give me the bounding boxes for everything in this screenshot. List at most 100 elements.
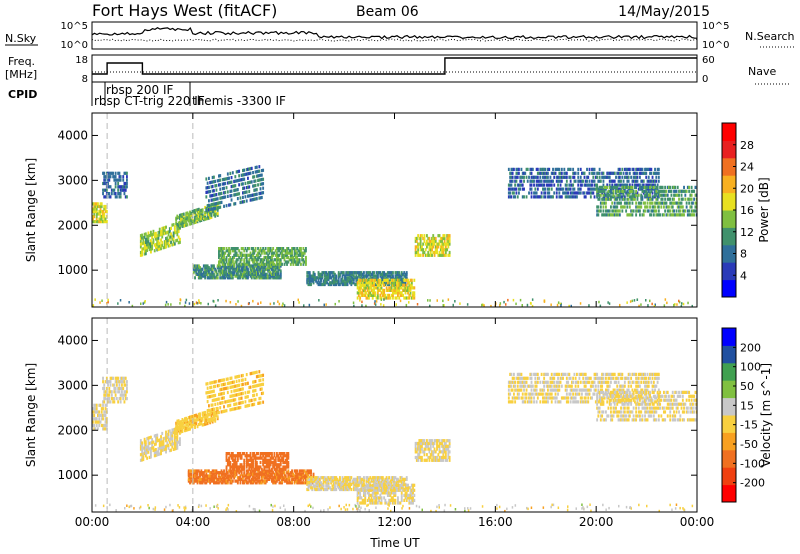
vel-cell xyxy=(254,476,257,480)
power-cell xyxy=(646,193,649,197)
power-cell xyxy=(509,175,512,179)
power-cell xyxy=(429,248,432,252)
vel-cell xyxy=(93,427,96,431)
power-cell xyxy=(252,274,254,278)
power-cell xyxy=(257,266,259,270)
power-cell xyxy=(320,272,322,276)
power-cell xyxy=(639,175,641,179)
vel-cell xyxy=(302,474,305,478)
vel-cell xyxy=(209,395,212,399)
vel-cell xyxy=(163,445,166,449)
vel-cell xyxy=(104,380,107,384)
vel-cell xyxy=(210,417,213,421)
power-near-range-cell xyxy=(666,301,668,305)
power-colorbar-segment xyxy=(722,192,736,211)
power-cell xyxy=(253,179,256,183)
power-cell xyxy=(529,183,532,187)
power-cell xyxy=(586,191,588,195)
power-cell xyxy=(627,213,630,217)
power-cell xyxy=(95,207,98,211)
power-cell xyxy=(626,213,629,217)
power-cell xyxy=(253,251,256,255)
power-cell xyxy=(283,258,286,262)
vel-cell xyxy=(167,429,170,433)
vel-cell xyxy=(211,407,214,411)
vel-cell xyxy=(253,456,256,460)
power-cell xyxy=(552,179,554,183)
power-cell xyxy=(94,204,97,209)
power-cell xyxy=(612,185,615,189)
power-colorbar-tick-label: 24 xyxy=(740,161,754,174)
power-cell xyxy=(438,242,441,246)
power-cell xyxy=(176,223,179,227)
power-cell xyxy=(671,201,674,205)
power-cell xyxy=(305,247,307,251)
power-cell xyxy=(364,281,367,285)
power-cell xyxy=(547,175,549,179)
power-cell xyxy=(236,247,239,251)
power-cell xyxy=(235,271,238,275)
power-cell xyxy=(332,281,335,285)
vel-cell xyxy=(254,388,257,393)
vel-cell xyxy=(107,400,109,404)
power-cell xyxy=(345,271,348,275)
vel-cell xyxy=(160,440,162,444)
power-cell xyxy=(99,217,102,221)
power-cell xyxy=(509,191,512,195)
power-cell xyxy=(518,191,520,195)
vel-cell xyxy=(119,386,122,391)
power-cell xyxy=(225,266,228,270)
power-cell xyxy=(379,286,382,290)
power-cell xyxy=(161,243,164,247)
power-cell xyxy=(568,195,571,199)
power-cell xyxy=(594,187,597,191)
power-cell xyxy=(215,212,218,216)
power-cell xyxy=(245,264,248,268)
power-cell xyxy=(176,233,179,237)
vel-cell xyxy=(248,474,251,478)
power-cell xyxy=(204,269,207,273)
vel-cell xyxy=(250,403,253,407)
power-near-range-cell xyxy=(633,299,636,302)
power-cell xyxy=(626,193,629,197)
power-cell xyxy=(175,216,178,220)
power-cell xyxy=(118,178,121,182)
power-cell xyxy=(201,210,204,214)
power-cell xyxy=(398,286,401,290)
vel-cell xyxy=(311,481,314,485)
vel-cell xyxy=(228,469,230,473)
power-cell xyxy=(646,187,649,191)
vel-cell xyxy=(209,481,212,485)
power-cell xyxy=(234,188,237,192)
vel-cell xyxy=(279,476,282,480)
power-cell xyxy=(109,175,112,179)
power-cell xyxy=(361,272,364,276)
power-cell xyxy=(263,258,266,262)
power-cell xyxy=(577,191,580,195)
power-cell xyxy=(370,288,373,292)
power-cell xyxy=(373,281,375,285)
power-cell xyxy=(616,213,619,217)
power-cell xyxy=(253,269,256,273)
power-cell xyxy=(197,276,200,280)
power-cell xyxy=(235,260,238,264)
vel-cell xyxy=(109,390,112,394)
power-cell xyxy=(409,283,412,287)
power-cell xyxy=(613,195,616,199)
power-cell xyxy=(514,175,517,179)
power-near-range-cell xyxy=(325,303,327,306)
y-tick-label: 3000 xyxy=(57,173,88,187)
power-cell xyxy=(602,195,605,199)
vel-cell xyxy=(192,417,195,421)
power-cell xyxy=(110,188,113,192)
power-cell xyxy=(156,234,159,238)
power-cell xyxy=(179,240,181,244)
vel-cell xyxy=(219,392,222,396)
vel-cell xyxy=(155,442,157,446)
vel-cell xyxy=(226,481,229,485)
power-cell xyxy=(267,247,270,251)
power-cell xyxy=(644,185,646,189)
power-cell xyxy=(262,272,265,276)
power-cell xyxy=(613,201,616,205)
power-cell xyxy=(407,296,409,300)
